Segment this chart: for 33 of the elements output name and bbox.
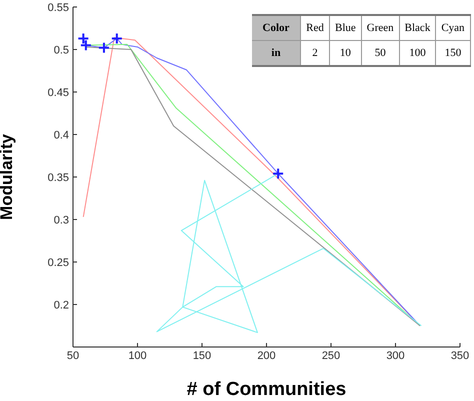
annotation: Black (400, 16, 436, 40)
x-tick-label: 250 (322, 350, 340, 362)
point (98, 42, 110, 54)
x-tick-label: 350 (450, 350, 470, 362)
annotation: Red (301, 16, 330, 40)
x-tick-label: 300 (386, 350, 405, 362)
y-tick-label: 0.45 (48, 86, 69, 99)
x-axis-title: # of Communities (186, 379, 346, 400)
x-tick-label: 200 (257, 350, 276, 362)
y-tick-label: 0.3 (54, 214, 69, 226)
y-tick-label: 0.2 (54, 299, 69, 312)
y-tick-label: 0.25 (48, 256, 69, 269)
y-tick-label: 0.4 (54, 129, 69, 142)
annotation: 10 (330, 40, 362, 65)
y-axis-title: Modularity (0, 133, 16, 220)
x-tick-label: 100 (128, 350, 147, 362)
line-series (156, 173, 422, 334)
annotation: in (252, 40, 301, 65)
x-tick-label: 50 (66, 350, 80, 362)
annotation: 2 (301, 40, 330, 65)
point (272, 168, 284, 180)
annotation: 50 (362, 40, 400, 65)
x-tick-label: 150 (192, 350, 212, 362)
y-tick-label: 0.5 (54, 44, 69, 56)
point (110, 32, 123, 44)
annotation: 100 (400, 40, 436, 65)
annotation: Blue (330, 16, 362, 40)
annotation: 150 (436, 40, 471, 65)
annotation: Cyan (436, 16, 471, 40)
y-tick-label: 0.35 (48, 172, 69, 184)
annotation: Color (252, 16, 301, 40)
annotation: Green (362, 16, 400, 40)
y-tick-label: 0.55 (48, 2, 69, 14)
